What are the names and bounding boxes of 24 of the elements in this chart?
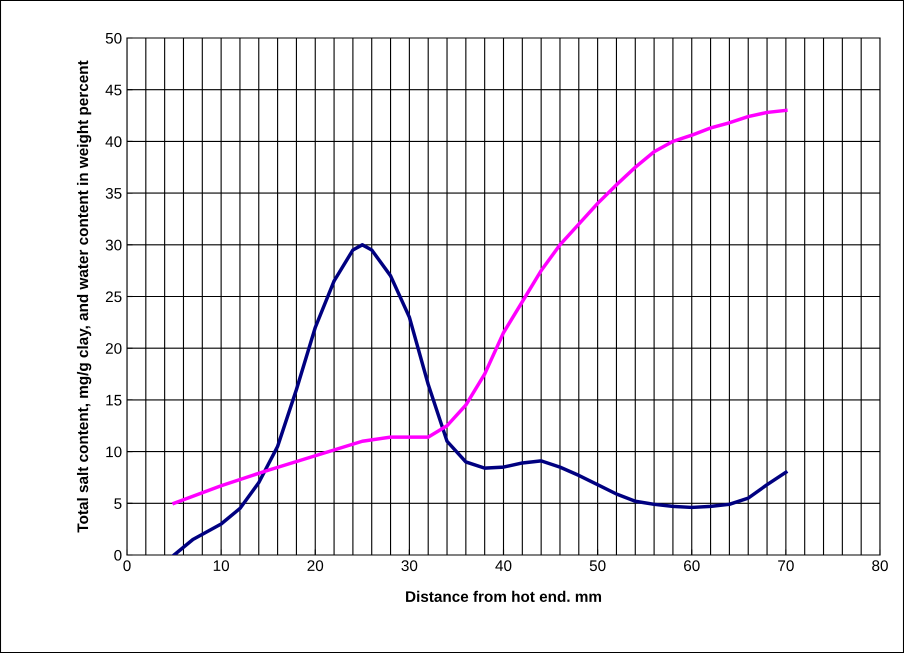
- x-tick-label: 80: [872, 560, 888, 572]
- y-axis-title: Total salt content, mg/g clay, and water content in weight percent: [76, 60, 92, 532]
- y-tick-label: 45: [106, 84, 122, 96]
- y-tick-label: 30: [106, 240, 122, 250]
- y-tick-label: 50: [106, 32, 122, 44]
- x-tick-label: 50: [590, 560, 606, 572]
- y-tick-label: 25: [106, 291, 122, 302]
- line-series: [172, 243, 788, 555]
- line-series: [172, 108, 788, 506]
- x-tick-label: 60: [684, 560, 700, 572]
- x-tick-label: 10: [214, 560, 230, 572]
- y-tick-label: 20: [106, 343, 122, 354]
- x-tick-label: 0: [123, 560, 131, 572]
- y-tick-label: 5: [114, 498, 122, 509]
- x-tick-label: 70: [778, 560, 794, 572]
- x-tick-label: 20: [308, 560, 324, 572]
- y-tick-label: 35: [106, 188, 122, 199]
- y-tick-label: 10: [106, 446, 122, 458]
- y-tick-label: 15: [106, 394, 122, 406]
- x-tick-label: 30: [401, 560, 418, 572]
- x-tick-label: 40: [495, 560, 512, 572]
- y-tick-label: 0: [114, 550, 122, 561]
- y-tick-label: 40: [106, 136, 122, 148]
- x-axis-title: Distance from hot end. mm: [406, 590, 602, 602]
